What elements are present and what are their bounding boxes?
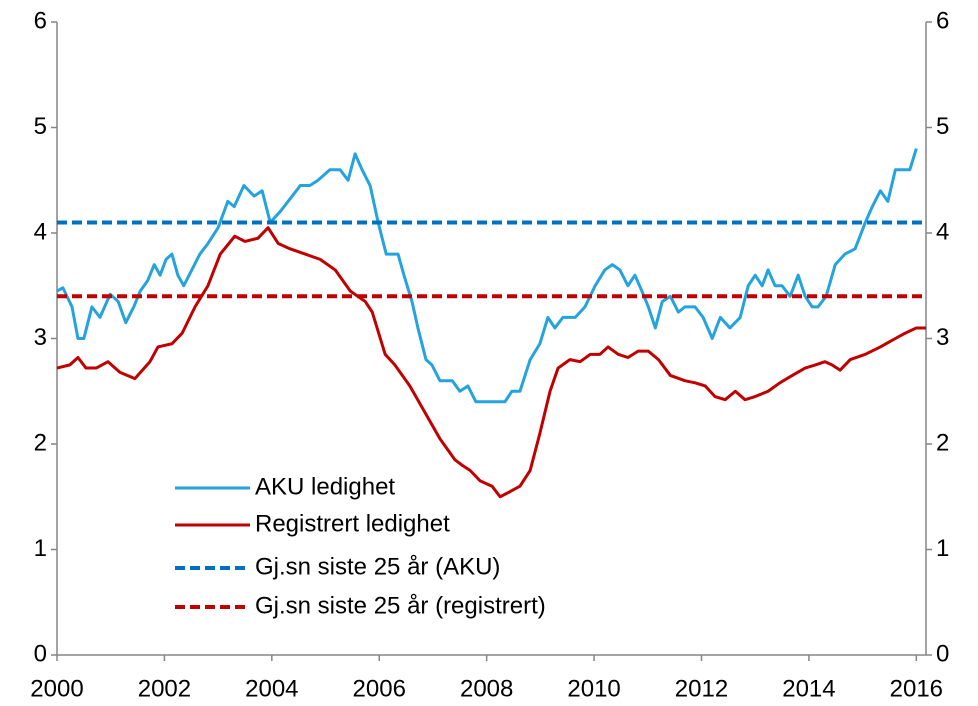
line bbox=[56, 148, 918, 404]
x-tick-label: 2016 bbox=[890, 675, 943, 702]
x-tick-label: 2000 bbox=[30, 675, 83, 702]
x-tick-label: 2012 bbox=[675, 675, 728, 702]
y2-tick-label: 1 bbox=[936, 535, 949, 562]
line bbox=[56, 226, 926, 499]
x-tick-label: 2008 bbox=[460, 675, 513, 702]
y-tick-label: 2 bbox=[34, 429, 47, 456]
y2-tick-label: 3 bbox=[936, 324, 949, 351]
legend-label: AKU ledighet bbox=[255, 473, 395, 500]
x-tick-label: 2010 bbox=[567, 675, 620, 702]
legend-label: Gj.sn siste 25 år (AKU) bbox=[255, 553, 500, 580]
y2-tick-label: 6 bbox=[936, 7, 949, 34]
y-tick-label: 3 bbox=[34, 324, 47, 351]
x-tick-label: 2014 bbox=[782, 675, 835, 702]
y2-tick-label: 2 bbox=[936, 429, 949, 456]
legend-label: Registrert ledighet bbox=[255, 510, 450, 537]
y2-tick-label: 5 bbox=[936, 113, 949, 140]
x-tick-label: 2004 bbox=[245, 675, 298, 702]
y-tick-label: 0 bbox=[34, 640, 47, 667]
x-tick-label: 2002 bbox=[138, 675, 191, 702]
legend-label: Gj.sn siste 25 år (registrert) bbox=[255, 592, 546, 619]
y-tick-label: 4 bbox=[34, 218, 47, 245]
x-tick-label: 2006 bbox=[353, 675, 406, 702]
y2-tick-label: 4 bbox=[936, 218, 949, 245]
y-tick-label: 5 bbox=[34, 113, 47, 140]
y2-tick-label: 0 bbox=[936, 640, 949, 667]
y-tick-label: 6 bbox=[34, 7, 47, 34]
y-tick-label: 1 bbox=[34, 535, 47, 562]
